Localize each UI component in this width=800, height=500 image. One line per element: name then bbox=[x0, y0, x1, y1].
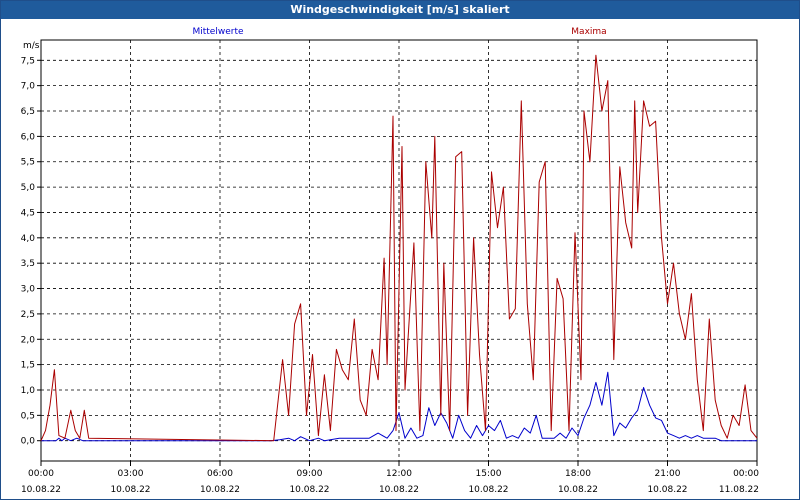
x-tick-date-label: 10.08.22 bbox=[21, 485, 61, 495]
series-group bbox=[40, 54, 758, 442]
y-tick-label: 1,0 bbox=[21, 386, 36, 396]
y-tick-label: 5,0 bbox=[21, 183, 36, 193]
y-tick-label: 3,0 bbox=[21, 285, 36, 295]
y-tick-label: 7,0 bbox=[21, 82, 36, 92]
y-tick-label: 5,5 bbox=[21, 158, 35, 168]
y-tick-label: 0,5 bbox=[21, 411, 35, 421]
x-tick-date-label: 10.08.22 bbox=[200, 485, 240, 495]
x-tick-time-label: 00:00 bbox=[28, 469, 54, 479]
y-tick-label: 4,0 bbox=[21, 234, 36, 244]
x-axis: 00:00 10.08.22 03:00 10.08.22 06:00 10.08.22 0… bbox=[21, 461, 759, 495]
x-tick-time-label: 03:00 bbox=[118, 469, 144, 479]
x-tick-time-label: 12:00 bbox=[386, 469, 412, 479]
x-tick-date-label: 10.08.22 bbox=[468, 485, 508, 495]
y-tick-label: 7,5 bbox=[21, 56, 35, 66]
legend-maxima: Maxima bbox=[571, 27, 606, 37]
x-tick-date-label: 10.08.22 bbox=[110, 485, 150, 495]
x-tick-time-label: 06:00 bbox=[207, 469, 233, 479]
y-tick-label: 2,5 bbox=[21, 310, 35, 320]
window-title: Windgeschwindigkeit [m/s] skaliert bbox=[1, 1, 799, 19]
y-tick-label: 0,0 bbox=[21, 437, 36, 447]
y-tick-label: 3,5 bbox=[21, 259, 35, 269]
x-tick-time-label: 18:00 bbox=[565, 469, 591, 479]
x-tick-time-label: 21:00 bbox=[655, 469, 681, 479]
x-tick-date-label: 10.08.22 bbox=[647, 485, 687, 495]
y-axis: 0,0 0,5 1,0 1,5 2,0 2,5 3,0 3,5 4,0 4,5 5,0 5,5 6,0 6… bbox=[21, 56, 41, 447]
y-tick-label: 6,5 bbox=[21, 107, 35, 117]
y-tick-label: 6,0 bbox=[21, 132, 36, 142]
wind-speed-chart: 0,0 0,5 1,0 1,5 2,0 2,5 3,0 3,5 4,0 4,5 5,0 5,5 6,0 6… bbox=[1, 19, 799, 499]
x-tick-date-label: 10.08.22 bbox=[558, 485, 598, 495]
y-tick-label: 1,5 bbox=[21, 361, 35, 371]
y-tick-label: 4,5 bbox=[21, 208, 35, 218]
x-tick-date-label: 11.08.22 bbox=[719, 485, 759, 495]
x-tick-time-label: 15:00 bbox=[476, 469, 502, 479]
legend-mittelwerte: Mittelwerte bbox=[192, 27, 243, 37]
x-tick-time-label: 09:00 bbox=[297, 469, 323, 479]
y-axis-unit-label: m/s bbox=[23, 41, 40, 51]
series-line-maxima bbox=[40, 54, 758, 442]
y-tick-label: 2,0 bbox=[21, 335, 36, 345]
x-tick-time-label: 00:00 bbox=[733, 469, 759, 479]
series-line-mittelwerte bbox=[41, 371, 757, 442]
x-tick-date-label: 10.08.22 bbox=[289, 485, 329, 495]
x-tick-date-label: 10.08.22 bbox=[379, 485, 419, 495]
